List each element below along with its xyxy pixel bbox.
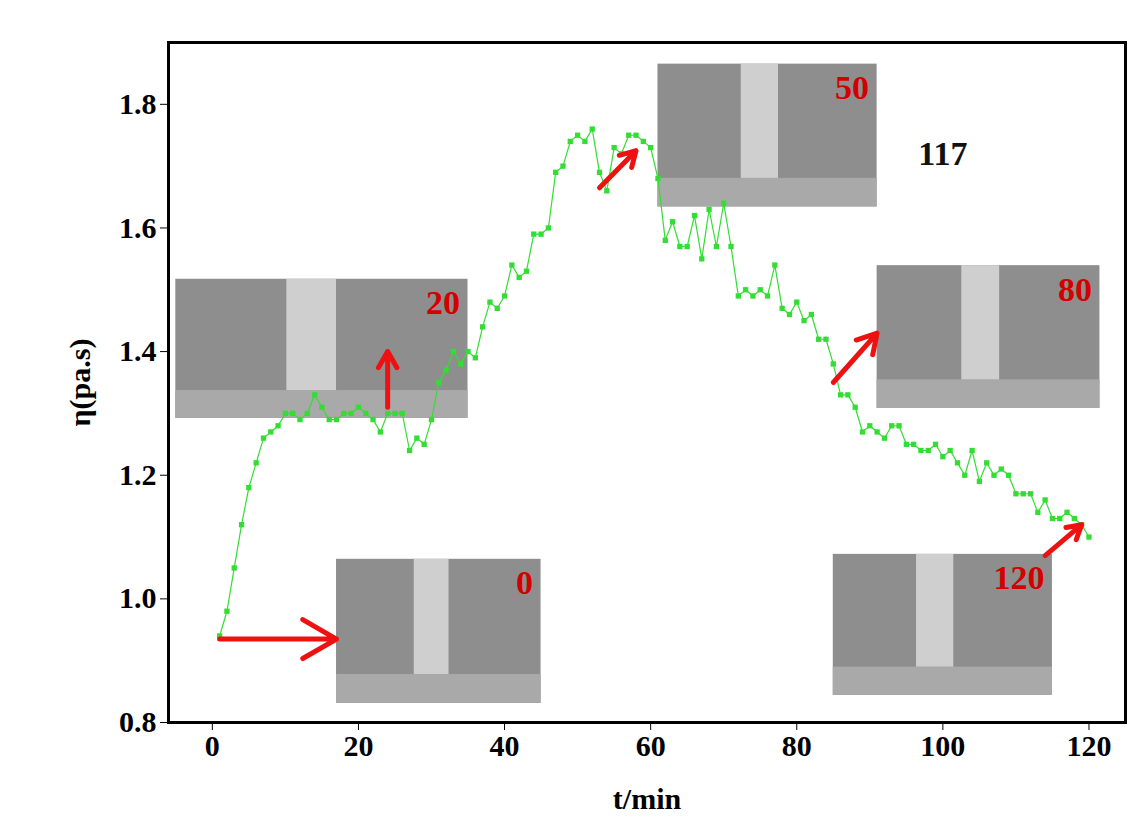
svg-text:20: 20 bbox=[343, 729, 373, 762]
svg-text:1.8: 1.8 bbox=[119, 87, 157, 120]
svg-text:120: 120 bbox=[993, 559, 1044, 596]
svg-text:1.2: 1.2 bbox=[119, 458, 157, 491]
svg-text:t/min: t/min bbox=[613, 782, 682, 815]
svg-text:60: 60 bbox=[636, 729, 666, 762]
svg-text:40: 40 bbox=[490, 729, 520, 762]
svg-text:50: 50 bbox=[835, 69, 869, 106]
svg-text:η(pa.s): η(pa.s) bbox=[63, 339, 97, 427]
svg-text:117: 117 bbox=[918, 135, 967, 172]
svg-text:80: 80 bbox=[1058, 271, 1092, 308]
svg-text:100: 100 bbox=[920, 729, 965, 762]
svg-text:0: 0 bbox=[516, 564, 533, 601]
svg-text:1.0: 1.0 bbox=[119, 581, 157, 614]
svg-text:1.4: 1.4 bbox=[119, 334, 157, 367]
svg-text:1.6: 1.6 bbox=[119, 211, 157, 244]
svg-text:20: 20 bbox=[426, 284, 460, 321]
svg-text:80: 80 bbox=[782, 729, 812, 762]
svg-text:120: 120 bbox=[1066, 729, 1111, 762]
svg-text:0: 0 bbox=[205, 729, 220, 762]
svg-text:0.8: 0.8 bbox=[119, 705, 157, 738]
